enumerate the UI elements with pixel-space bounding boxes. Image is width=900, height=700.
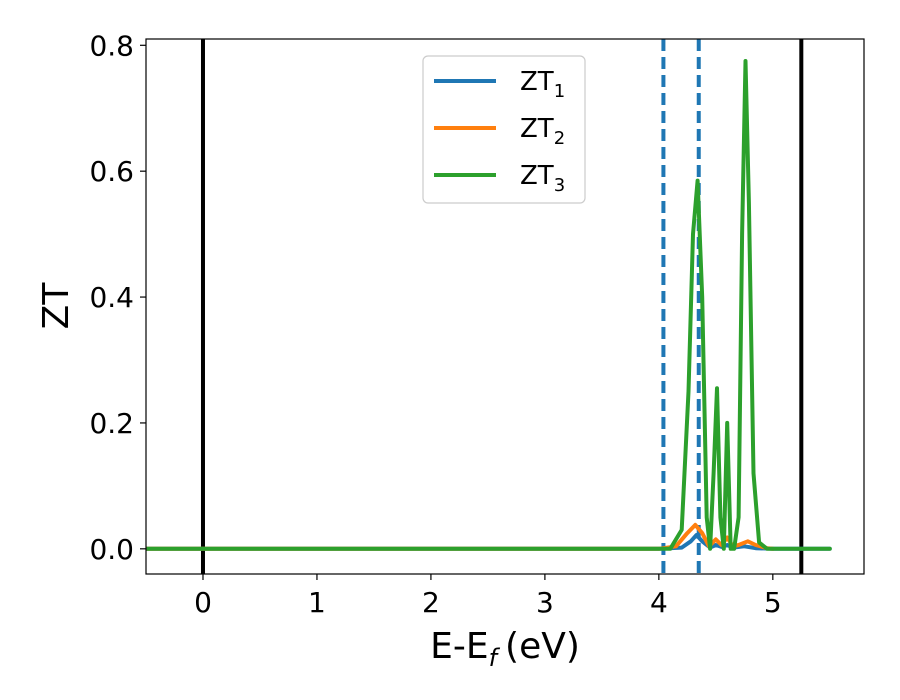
x-tick-label: 3	[536, 586, 554, 619]
legend-label-3: ZT3	[520, 161, 565, 196]
x-tick-label: 0	[194, 586, 212, 619]
y-axis-ticks: 0.0 0.2 0.4 0.6 0.8	[89, 29, 146, 566]
series-layer	[146, 59, 832, 551]
series-line-3	[146, 59, 832, 551]
y-tick-label: 0.6	[89, 155, 134, 188]
series-line-2	[146, 522, 775, 551]
legend-box	[422, 55, 586, 204]
x-tick-label: 1	[308, 586, 326, 619]
x-tick-label: 5	[764, 586, 782, 619]
y-tick-label: 0.2	[89, 407, 134, 440]
x-axis-label: E-Ef (eV)	[430, 626, 580, 672]
vertical-reference-lines	[200, 39, 804, 574]
legend-label-2: ZT2	[520, 114, 565, 149]
series-line-1	[146, 533, 832, 551]
legend-label-1: ZT1	[520, 67, 565, 102]
y-tick-label: 0.8	[89, 29, 134, 62]
legend: ZT1 ZT2 ZT3	[422, 55, 586, 204]
y-axis-label: ZT	[36, 282, 77, 330]
x-axis-label-subscript: f	[489, 644, 501, 672]
plot-frame	[145, 38, 865, 575]
y-tick-label: 0.4	[89, 281, 134, 314]
y-tick-label: 0.0	[89, 533, 134, 566]
x-axis-ticks: 0 1 2 3 4 5	[194, 574, 782, 619]
x-tick-label: 2	[422, 586, 440, 619]
x-tick-label: 4	[650, 586, 668, 619]
x-axis-label-unit: (eV)	[505, 626, 580, 667]
